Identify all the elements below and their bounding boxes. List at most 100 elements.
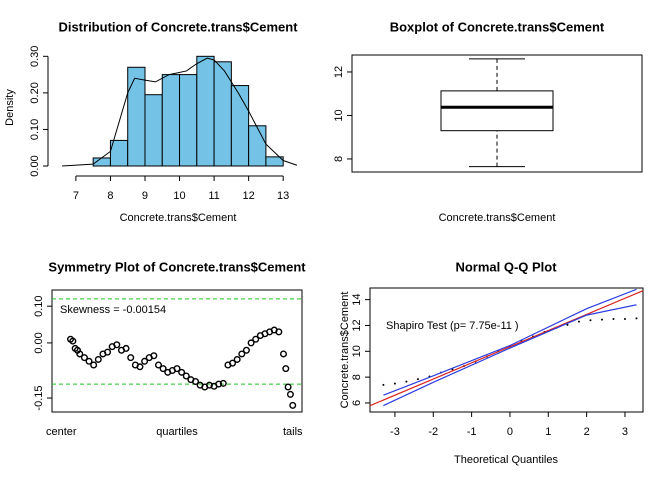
x-tick-label: 10	[173, 190, 185, 202]
point	[566, 323, 569, 326]
point	[279, 350, 287, 358]
y-tick-label: 0.00	[33, 332, 45, 353]
point	[382, 383, 385, 386]
histogram-bar	[248, 125, 267, 167]
point	[178, 368, 186, 376]
point	[623, 318, 626, 320]
point	[219, 379, 227, 387]
x-tick-label: 12	[243, 190, 255, 202]
x-tick-label: -2	[428, 426, 438, 438]
point	[393, 382, 396, 385]
point	[154, 361, 162, 369]
point	[416, 378, 419, 381]
point	[215, 380, 223, 388]
point	[600, 318, 603, 321]
annotation: Shapiro Test (p= 7.75e-11 )	[386, 320, 519, 332]
point	[127, 354, 135, 362]
histogram-bar	[127, 66, 146, 167]
x-tick-label: tails	[283, 426, 303, 438]
point	[136, 363, 144, 371]
x-tick-label: 13	[277, 190, 289, 202]
point	[275, 328, 283, 336]
line	[383, 304, 637, 407]
point	[173, 365, 181, 373]
x-tick-label: 7	[73, 190, 79, 202]
point	[635, 317, 638, 320]
y-tick-label: 8	[333, 156, 345, 162]
x-axis-label: Concrete.trans$Cement	[120, 212, 237, 224]
point	[150, 352, 158, 360]
x-tick-label: 11	[208, 190, 219, 202]
histogram-bar	[230, 85, 250, 167]
histogram-bar	[161, 74, 181, 167]
point	[182, 372, 190, 380]
point	[289, 401, 297, 409]
line	[383, 288, 637, 396]
point	[69, 337, 77, 345]
histogram-bar	[196, 55, 215, 167]
point	[589, 319, 592, 322]
point	[159, 365, 167, 373]
point	[233, 355, 241, 363]
y-tick-label: 12	[333, 66, 345, 78]
density-curve	[62, 57, 298, 167]
x-tick-label: -1	[467, 426, 477, 438]
box	[440, 90, 554, 132]
x-tick-label: 3	[622, 426, 628, 438]
point	[80, 354, 88, 362]
y-tick-label: -0.15	[33, 385, 45, 410]
y-tick-label: 0.10	[33, 295, 45, 316]
point	[122, 344, 130, 352]
point	[76, 350, 84, 358]
point	[94, 355, 102, 363]
y-tick-label: 0.20	[29, 82, 41, 103]
x-tick-label: 0	[507, 426, 513, 438]
chart-title: Symmetry Plot of Concrete.trans$Cement	[48, 259, 306, 274]
x-axis-label: Concrete.trans$Cement	[439, 212, 556, 224]
point	[286, 390, 294, 398]
y-axis-label: Density	[4, 89, 16, 126]
point	[85, 357, 93, 365]
point	[242, 346, 250, 354]
y-tick-label: 0.00	[29, 155, 41, 176]
plot-frame	[369, 287, 644, 413]
chart-title: Normal Q-Q Plot	[455, 259, 557, 274]
point	[252, 335, 260, 343]
point	[612, 318, 615, 320]
y-tick-label: 10	[351, 345, 363, 357]
point	[577, 320, 580, 323]
point	[90, 361, 98, 369]
y-axis-label: Concrete.trans$Cement	[339, 292, 351, 409]
histogram-bar	[144, 94, 163, 167]
x-tick-label: -3	[390, 426, 400, 438]
chart-title: Distribution of Concrete.trans$Cement	[58, 19, 298, 34]
plot-frame	[51, 289, 303, 413]
point	[104, 348, 112, 356]
point	[238, 350, 246, 358]
x-tick-label: 9	[142, 190, 148, 202]
point	[229, 359, 237, 367]
x-axis-label: Theoretical Quantiles	[454, 454, 558, 466]
histogram-bar	[265, 156, 284, 167]
point	[205, 381, 213, 389]
point	[192, 378, 200, 386]
line	[369, 290, 644, 407]
plot-frame	[351, 54, 643, 173]
x-tick-label: quartiles	[156, 426, 198, 438]
x-tick-label: 1	[545, 426, 551, 438]
chart-title: Boxplot of Concrete.trans$Cement	[390, 19, 605, 34]
y-tick-label: 14	[351, 294, 363, 306]
y-tick-label: 0.10	[29, 119, 41, 140]
y-tick-label: 0.30	[29, 46, 41, 67]
y-tick-label: 10	[333, 109, 345, 121]
y-tick-label: 6	[351, 400, 363, 406]
point	[113, 341, 121, 349]
x-tick-label: 8	[107, 190, 113, 202]
x-tick-label: center	[46, 426, 77, 438]
point	[141, 357, 149, 365]
point	[247, 339, 255, 347]
y-tick-label: 12	[351, 319, 363, 331]
point	[282, 365, 290, 373]
point	[284, 383, 292, 391]
